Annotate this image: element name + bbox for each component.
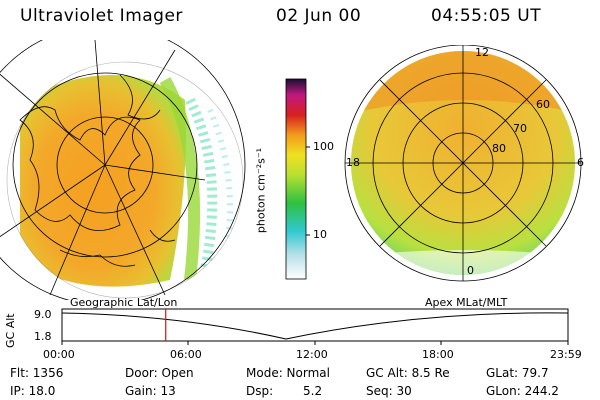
ip-value: IP: 18.0 [10, 384, 56, 398]
x-tick-0000: 00:00 [43, 348, 75, 361]
mlt-6-label: 6 [577, 156, 584, 169]
flight-number: Flt: 1356 [10, 366, 64, 380]
mlt-12-label: 12 [475, 46, 489, 59]
date-label: 02 Jun 00 [276, 6, 362, 26]
colorbar [285, 78, 310, 280]
glon-value: GLon: 244.2 [486, 384, 559, 398]
time-label: 04:55:05 UT [431, 6, 542, 26]
geographic-image [0, 40, 246, 300]
door-status: Door: Open [125, 366, 194, 380]
mlat-mlt-image [344, 45, 582, 282]
mode-value: Mode: Normal [246, 366, 330, 380]
dsp-label: Dsp: [246, 384, 274, 398]
apex-caption: Apex MLat/MLT [425, 296, 508, 309]
mlt-0-label: 0 [467, 264, 474, 277]
x-tick-1200: 12:00 [296, 348, 328, 361]
x-tick-0600: 06:00 [170, 348, 202, 361]
glat-value: GLat: 79.7 [486, 366, 549, 380]
lat-60-label: 60 [536, 98, 550, 111]
instrument-title: Ultraviolet Imager [20, 6, 183, 26]
altitude-plot [61, 308, 569, 345]
altitude-ylabel: GC Alt [4, 313, 17, 348]
colorbar-unit-label: photon cm⁻²s⁻¹ [254, 147, 268, 234]
gain-value: Gain: 13 [125, 384, 176, 398]
mlt-18-label: 18 [346, 156, 360, 169]
geographic-caption: Geographic Lat/Lon [70, 296, 178, 309]
gc-alt-value: GC Alt: 8.5 Re [366, 366, 450, 380]
x-tick-2359: 23:59 [550, 348, 582, 361]
dsp-value: 5.2 [303, 384, 323, 398]
x-tick-1800: 18:00 [422, 348, 454, 361]
lat-70-label: 70 [513, 122, 527, 135]
altitude-ytop: 9.0 [34, 308, 52, 321]
colorbar-tick-100: 100 [313, 140, 334, 153]
sequence-value: Seq: 30 [366, 384, 412, 398]
colorbar-tick-10: 10 [313, 228, 327, 241]
lat-80-label: 80 [492, 142, 506, 155]
altitude-ybottom: 1.8 [34, 330, 52, 343]
